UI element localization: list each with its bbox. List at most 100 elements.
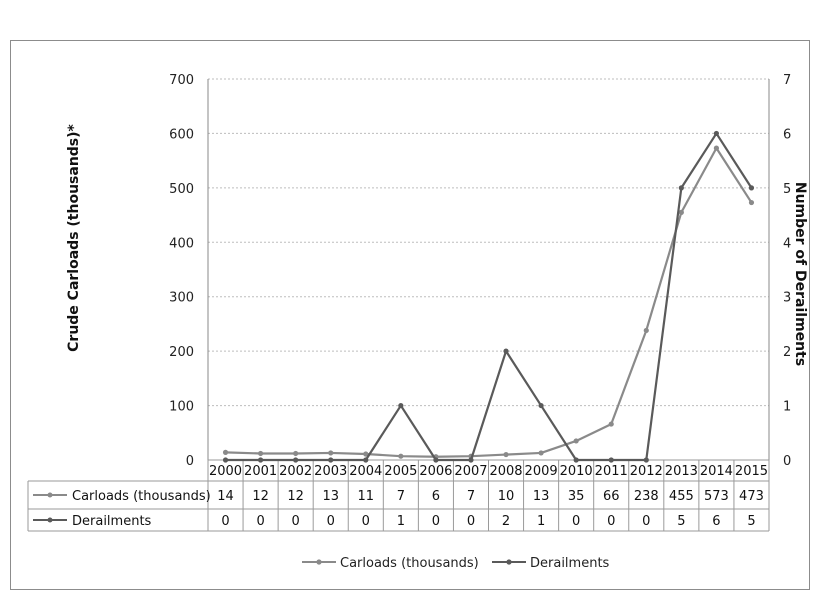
- table-cell: 12: [252, 489, 269, 504]
- data-point: [608, 421, 614, 427]
- table-cell: 66: [603, 489, 620, 504]
- table-row-header: Derailments: [72, 514, 152, 529]
- table-cell: 0: [362, 514, 370, 529]
- legend-label: Carloads (thousands): [340, 556, 479, 571]
- series-line-derailments: [225, 132, 753, 462]
- data-point: [293, 450, 299, 457]
- data-point: [713, 130, 720, 137]
- y-right-tick-label: 4: [783, 236, 791, 251]
- data-point: [713, 145, 720, 151]
- data-point: [222, 457, 229, 463]
- y-right-tick-label: 5: [783, 182, 791, 197]
- y-left-tick-label: 700: [169, 73, 194, 88]
- data-point: [398, 453, 404, 459]
- table-cell: 0: [572, 514, 580, 529]
- table-cell: 7: [467, 489, 475, 504]
- table-cell: 0: [256, 514, 264, 529]
- data-point: [468, 457, 474, 463]
- table-cell: 573: [704, 489, 729, 504]
- table-cell: 13: [533, 489, 550, 504]
- data-point: [398, 402, 404, 409]
- data-point: [643, 457, 649, 463]
- x-tick-label: 2006: [419, 464, 452, 479]
- table-cell: 238: [634, 489, 659, 504]
- data-point: [222, 449, 229, 455]
- legend: Carloads (thousands) Derailments: [302, 556, 610, 571]
- data-point: [643, 327, 649, 334]
- y-right-tick-label: 2: [783, 345, 791, 360]
- data-point: [503, 348, 509, 354]
- left-axis-ticks: 0 100 200 300 400 500 600 700: [169, 73, 194, 469]
- table-cell: 10: [498, 489, 515, 504]
- y-right-tick-label: 0: [783, 454, 791, 469]
- data-table: 2000 2001 2002 2003 2004 2005 2006 2007 2008 2009…: [27, 459, 770, 532]
- data-point: [257, 450, 264, 457]
- y-left-tick-label: 400: [169, 236, 194, 251]
- x-tick-label: 2007: [454, 464, 487, 479]
- table-cell: 5: [677, 514, 685, 529]
- table-cell: 455: [669, 489, 694, 504]
- data-point: [748, 199, 755, 206]
- x-tick-label: 2005: [384, 464, 417, 479]
- x-tick-label: 2004: [349, 464, 382, 479]
- x-tick-label: 2011: [595, 464, 628, 479]
- table-cell: 2: [502, 514, 510, 529]
- table-cell: 0: [607, 514, 615, 529]
- x-tick-label: 2003: [314, 464, 347, 479]
- table-cell: 1: [397, 514, 405, 529]
- data-point: [608, 457, 614, 463]
- table-legend-marker: [47, 492, 53, 498]
- series-lines: [222, 130, 755, 463]
- y-left-tick-label: 300: [169, 291, 194, 306]
- table-cell: 7: [397, 489, 405, 504]
- table-cell: 0: [292, 514, 300, 529]
- data-point: [257, 457, 264, 463]
- x-tick-label: 2012: [630, 464, 663, 479]
- data-point: [363, 457, 369, 463]
- table-cell: 12: [287, 489, 304, 504]
- data-point: [538, 450, 544, 456]
- table-cell: 13: [322, 489, 339, 504]
- x-tick-label: 2000: [209, 464, 242, 479]
- table-legend-marker: [47, 517, 53, 523]
- table-cell: 14: [217, 489, 234, 504]
- table-cell: 0: [432, 514, 440, 529]
- x-tick-label: 2013: [665, 464, 698, 479]
- x-tick-label: 2002: [279, 464, 312, 479]
- y-right-tick-label: 1: [783, 400, 791, 415]
- legend-marker: [506, 559, 512, 565]
- table-cell: 5: [747, 514, 755, 529]
- y-right-axis-title: Number of Derailments: [792, 182, 808, 366]
- x-tick-label: 2001: [244, 464, 277, 479]
- legend-label: Derailments: [530, 556, 610, 571]
- table-cell: 473: [739, 489, 764, 504]
- table-cell: 0: [327, 514, 335, 529]
- y-left-tick-label: 100: [169, 400, 194, 415]
- right-axis-ticks: 0 1 2 3 4 5 6 7: [783, 73, 791, 469]
- data-point: [573, 457, 579, 463]
- table-cell: 0: [221, 514, 229, 529]
- table-cell: 0: [467, 514, 475, 529]
- data-point: [678, 209, 684, 215]
- x-tick-label: 2009: [525, 464, 558, 479]
- y-left-tick-label: 600: [169, 127, 194, 142]
- y-left-tick-label: 200: [169, 345, 194, 360]
- data-point: [433, 457, 439, 463]
- table-cell: 1: [537, 514, 545, 529]
- x-tick-label: 2010: [560, 464, 593, 479]
- table-cell: 6: [712, 514, 720, 529]
- data-point: [503, 451, 509, 458]
- table-cell: 35: [568, 489, 585, 504]
- data-point: [573, 438, 579, 444]
- chart-frame: [10, 40, 810, 590]
- y-left-axis-title: Crude Carloads (thousands)*: [66, 123, 82, 351]
- y-right-tick-label: 7: [783, 73, 791, 88]
- data-point: [363, 451, 369, 457]
- data-point: [328, 450, 334, 456]
- table-cell: 6: [432, 489, 440, 504]
- data-point: [293, 457, 299, 463]
- data-point: [538, 402, 544, 409]
- y-right-tick-label: 6: [783, 127, 791, 142]
- legend-marker: [316, 559, 322, 565]
- y-left-tick-label: 500: [169, 182, 194, 197]
